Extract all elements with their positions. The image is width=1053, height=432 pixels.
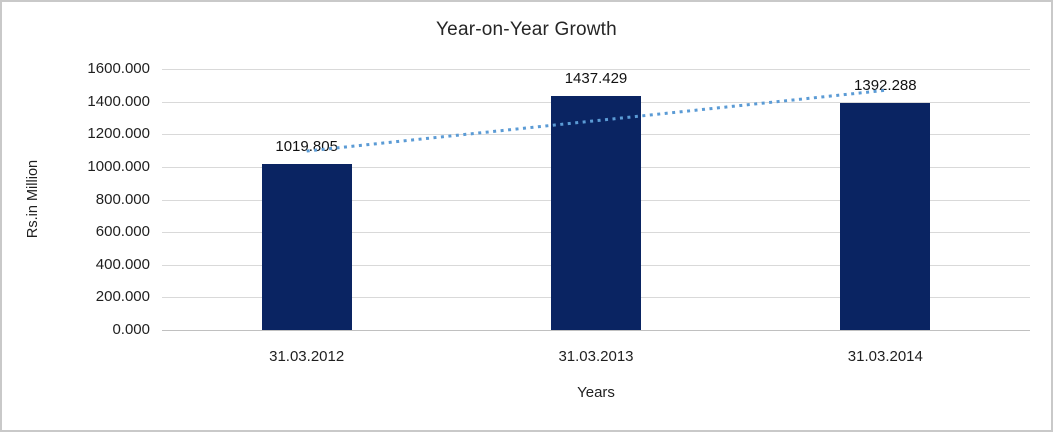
y-axis-tick-label: 1400.000 — [87, 92, 150, 110]
y-axis-tick-label: 1000.000 — [87, 157, 150, 175]
bar-value-label: 1437.429 — [564, 69, 628, 87]
y-axis-tick-label: 200.000 — [95, 288, 150, 306]
bar — [551, 95, 641, 330]
y-axis-tick-label: 0.000 — [112, 321, 150, 338]
x-axis-title: Years — [577, 384, 615, 401]
bar — [261, 163, 352, 330]
x-axis-tick-label: 31.03.2012 — [269, 348, 345, 365]
x-axis-tick-label: 31.03.2013 — [558, 348, 634, 365]
chart-title: Year-on-Year Growth — [436, 19, 617, 40]
y-axis-tick-label: 1200.000 — [87, 125, 150, 143]
y-axis-tick-label: 600.000 — [95, 223, 150, 241]
x-axis-line — [162, 330, 1030, 331]
bar-value-label: 1019.805 — [275, 137, 338, 155]
y-axis-tick-label: 800.000 — [95, 190, 150, 208]
x-axis-tick-label: 31.03.2014 — [847, 348, 923, 365]
y-axis-tick-label: 400.000 — [95, 255, 150, 273]
bar-value-label: 1392.288 — [854, 76, 917, 94]
y-axis-tick-label: 1600.000 — [87, 60, 150, 77]
bar — [840, 102, 931, 330]
